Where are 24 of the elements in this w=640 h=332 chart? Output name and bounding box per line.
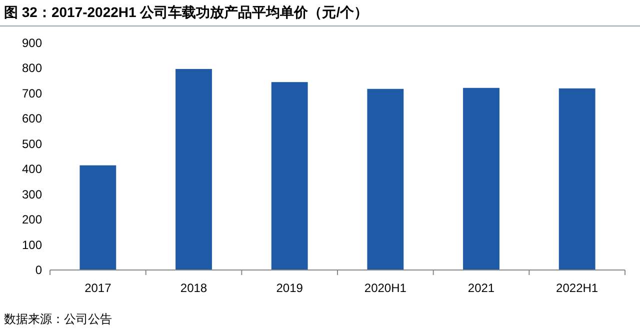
source-note: 数据来源：公司公告 <box>4 312 112 326</box>
y-tick-label: 100 <box>22 238 42 252</box>
y-tick-label: 200 <box>22 212 42 227</box>
x-tick-label: 2022H1 <box>556 281 598 295</box>
bar <box>80 165 116 270</box>
bar <box>271 82 308 270</box>
bar <box>367 88 404 270</box>
bar <box>463 88 500 270</box>
y-tick-label: 300 <box>22 187 42 202</box>
chart-title: 图 32：2017-2022H1 公司车载功放产品平均单价（元/个） <box>4 4 368 20</box>
bar <box>176 68 212 270</box>
x-tick-label: 2018 <box>180 281 208 295</box>
x-tick-label: 2021 <box>468 281 495 295</box>
y-tick-label: 500 <box>22 136 42 151</box>
x-tick-label: 2017 <box>84 281 112 295</box>
y-tick-label: 0 <box>35 263 42 277</box>
bar <box>558 88 596 270</box>
y-tick-label: 900 <box>22 36 42 50</box>
y-tick-label: 700 <box>22 86 42 100</box>
x-tick-label: 2020H1 <box>364 281 407 295</box>
y-tick-label: 600 <box>22 112 42 126</box>
y-tick-label: 800 <box>22 61 42 76</box>
x-tick-label: 2019 <box>276 281 304 295</box>
y-tick-label: 400 <box>22 162 42 176</box>
